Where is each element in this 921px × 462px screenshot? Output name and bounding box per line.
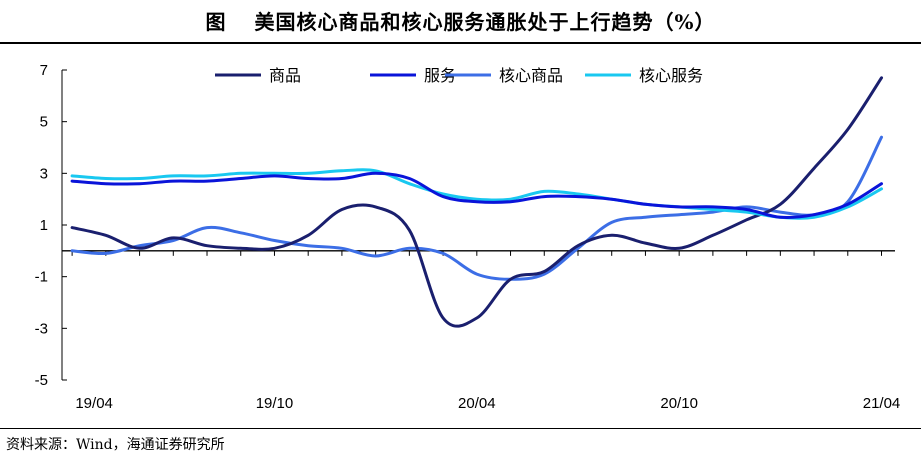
y-tick-label: 3 [40, 165, 48, 182]
legend-label: 商品 [269, 67, 301, 85]
legend-label: 服务 [424, 67, 456, 85]
x-tick-label: 20/10 [660, 395, 698, 412]
y-tick-label: -3 [35, 320, 48, 337]
y-tick-label: 5 [40, 114, 48, 131]
bottom-rule [0, 428, 921, 429]
series-line-1 [70, 171, 883, 220]
x-tick-label: 19/10 [256, 395, 294, 412]
y-tick-label: -5 [35, 372, 48, 389]
title-text: 美国核心商品和核心服务通胀处于上行趋势（%） [254, 10, 716, 34]
axes: -5 -3 -1 1 3 5 7 19/04 19/10 20/04 20/10 21/04 [35, 62, 901, 412]
x-tick-label: 20/04 [458, 395, 496, 412]
x-tick-label: 21/04 [863, 395, 901, 412]
series-line-2 [70, 135, 883, 281]
source-note: 资料来源：Wind，海通证券研究所 [6, 437, 225, 453]
y-tick-label: -1 [35, 269, 48, 286]
legend-label: 核心商品 [499, 67, 563, 85]
y-tick-label: 7 [40, 62, 48, 79]
series-line-0 [70, 76, 883, 328]
x-tick-label: 19/04 [75, 395, 113, 412]
line-chart: -5 -3 -1 1 3 5 7 19/04 19/10 20/04 20/10 21/04 商品 服务… [35, 62, 901, 412]
chart-title: 图 美国核心商品和核心服务通胀处于上行趋势（%） [0, 6, 921, 38]
series-line-3 [70, 168, 883, 220]
figure-label: 图 [205, 10, 227, 34]
y-tick-label: 1 [40, 217, 48, 234]
legend: 商品 服务 核心商品 核心服务 [215, 67, 703, 85]
series-layer [70, 76, 883, 328]
legend-label: 核心服务 [639, 67, 703, 85]
top-rule [0, 42, 921, 44]
